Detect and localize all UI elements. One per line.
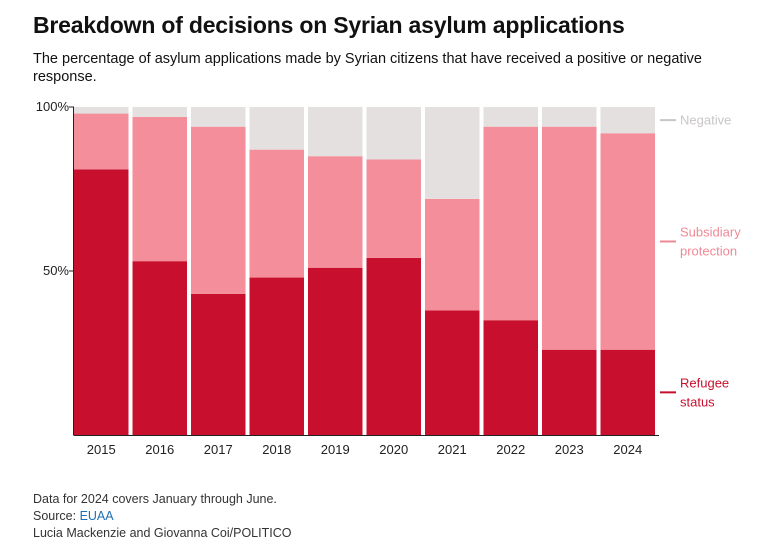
bar-segment-negative-2016 xyxy=(132,107,187,117)
bar-segment-negative-2024 xyxy=(600,107,655,134)
bar-segment-negative-2019 xyxy=(308,107,363,157)
bar-segment-negative-2023 xyxy=(542,107,597,127)
bar-segment-negative-2018 xyxy=(249,107,304,150)
footer-source: Source: EUAA xyxy=(33,508,291,525)
bar-segment-refugee-2019 xyxy=(308,267,363,435)
bar-segment-subsidiary-2016 xyxy=(132,116,187,262)
bar-segment-negative-2022 xyxy=(483,107,538,127)
y-tick-label: 100% xyxy=(36,99,70,114)
x-tick-label: 2016 xyxy=(145,442,174,457)
chart-footer: Data for 2024 covers January through Jun… xyxy=(33,491,291,542)
bar-segment-subsidiary-2023 xyxy=(542,126,597,350)
x-tick-label: 2020 xyxy=(379,442,408,457)
chart-subtitle: The percentage of asylum applications ma… xyxy=(33,51,702,85)
bar-segment-subsidiary-2020 xyxy=(366,159,421,258)
footer-credit: Lucia Mackenzie and Giovanna Coi/POLITIC… xyxy=(33,526,292,540)
bar-segment-subsidiary-2021 xyxy=(425,198,480,311)
bar-segment-refugee-2018 xyxy=(249,277,304,435)
footer-note: Data for 2024 covers January through Jun… xyxy=(33,492,277,506)
bar-segment-negative-2015 xyxy=(74,107,129,114)
bar-segment-refugee-2015 xyxy=(74,169,129,435)
legend-label-refugee: status xyxy=(680,394,715,409)
x-tick-label: 2021 xyxy=(438,442,467,457)
bar-segment-refugee-2017 xyxy=(191,293,246,435)
x-tick-label: 2018 xyxy=(262,442,291,457)
x-tick-label: 2023 xyxy=(555,442,584,457)
x-tick-label: 2019 xyxy=(321,442,350,457)
bar-segment-refugee-2021 xyxy=(425,310,480,435)
bar-segment-refugee-2024 xyxy=(600,349,655,435)
x-tick-label: 2024 xyxy=(613,442,642,457)
bar-segment-subsidiary-2022 xyxy=(483,126,538,321)
bar-segment-negative-2021 xyxy=(425,107,480,199)
source-prefix: Source: xyxy=(33,509,80,523)
x-tick-label: 2022 xyxy=(496,442,525,457)
bar-segment-refugee-2016 xyxy=(132,261,187,435)
bar-segment-subsidiary-2019 xyxy=(308,156,363,268)
bar-segment-refugee-2022 xyxy=(483,320,538,435)
legend-label-subsidiary: Subsidiary xyxy=(680,224,741,239)
legend-label-refugee: Refugee xyxy=(680,375,729,390)
legend-label-subsidiary: protection xyxy=(680,243,737,258)
bar-segment-subsidiary-2015 xyxy=(74,113,129,170)
chart-title: Breakdown of decisions on Syrian asylum … xyxy=(33,12,625,38)
x-tick-label: 2017 xyxy=(204,442,233,457)
bar-segment-negative-2017 xyxy=(191,107,246,127)
bar-segment-subsidiary-2017 xyxy=(191,126,246,294)
bar-segment-subsidiary-2024 xyxy=(600,133,655,350)
bar-segment-refugee-2023 xyxy=(542,349,597,435)
bar-segment-refugee-2020 xyxy=(366,257,421,435)
y-tick-label: 50% xyxy=(43,263,69,278)
source-link[interactable]: EUAA xyxy=(79,509,114,523)
bar-segment-subsidiary-2018 xyxy=(249,149,304,278)
legend-label-negative: Negative xyxy=(680,113,731,128)
bar-segment-negative-2020 xyxy=(366,107,421,160)
x-tick-label: 2015 xyxy=(87,442,116,457)
